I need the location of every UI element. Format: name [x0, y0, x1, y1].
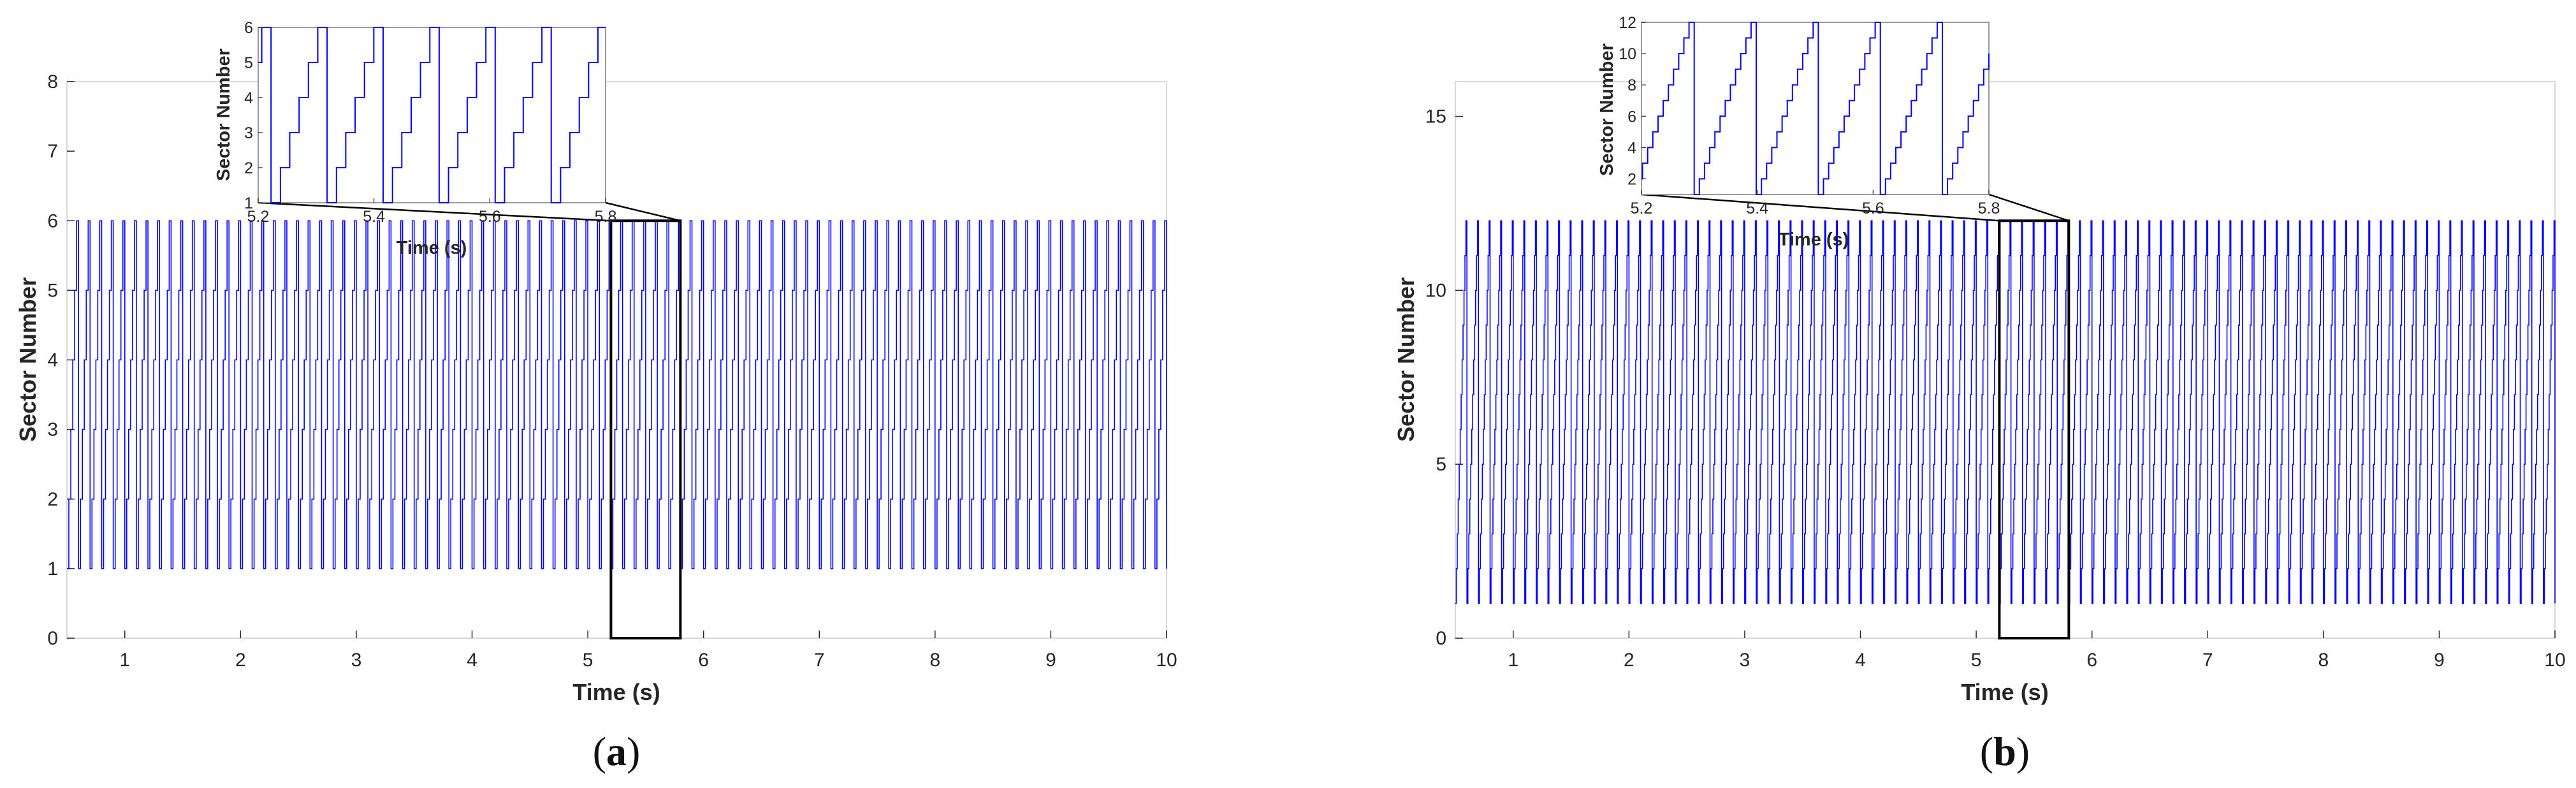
panel-a-inset-ylabel: Sector Number — [214, 48, 234, 181]
panel-a-inset-xlabel: Time (s) — [397, 238, 467, 258]
inset-y-tick-label: 4 — [244, 89, 253, 107]
inset-y-tick-label: 2 — [1627, 170, 1636, 188]
panel-a-inset-y-ticks: 1 2 3 4 5 6 — [244, 19, 263, 212]
y-tick-label: 0 — [47, 628, 58, 649]
panel-b-inset-xlabel: Time (s) — [1779, 230, 1849, 250]
panel-a-inset-plot-area — [258, 27, 606, 203]
x-tick-label: 3 — [1740, 650, 1750, 671]
panel-b-caption: (b) — [1980, 729, 2030, 774]
panel-b-zoom-box — [1998, 219, 2070, 639]
panel-a-inset: 1 2 3 4 5 6 5.2 5.4 5.6 5.8 Time (s) Sector Numb… — [214, 19, 616, 258]
panel-a-ylabel: Sector Number — [15, 277, 41, 442]
x-tick-label: 6 — [698, 650, 709, 671]
y-tick-label: 4 — [47, 350, 58, 371]
y-tick-label: 10 — [1425, 280, 1446, 301]
y-tick-label: 5 — [1436, 454, 1446, 475]
x-tick-label: 8 — [929, 650, 940, 671]
inset-y-tick-label: 10 — [1619, 45, 1636, 63]
inset-x-tick-label: 5.2 — [1631, 200, 1653, 217]
inset-y-tick-label: 6 — [1627, 108, 1636, 126]
panel-a-xlabel: Time (s) — [572, 679, 660, 705]
x-tick-label: 9 — [2434, 650, 2445, 671]
x-tick-label: 7 — [814, 650, 825, 671]
x-tick-label: 10 — [1156, 650, 1177, 671]
inset-y-tick-label: 5 — [244, 54, 253, 72]
panel-b-y-ticks: 0 5 10 15 — [1425, 106, 1463, 649]
panel-a-zoom-connector-right — [605, 201, 681, 222]
y-tick-label: 15 — [1425, 106, 1446, 128]
inset-y-tick-label: 6 — [244, 19, 253, 37]
x-tick-label: 7 — [2202, 650, 2213, 671]
x-tick-label: 2 — [235, 650, 246, 671]
panel-a-zoom-connector-left — [258, 201, 611, 222]
inset-y-tick-label: 4 — [1627, 139, 1636, 157]
panel-a: 0 1 2 3 4 5 6 7 8 1 2 3 4 5 6 7 8 9 10 Time (s) Sector Nu… — [15, 19, 1177, 774]
panel-b-zoom-connector-left — [1641, 193, 2000, 222]
y-tick-label: 2 — [47, 489, 58, 510]
panel-a-y-ticks: 0 1 2 3 4 5 6 7 8 — [47, 71, 75, 649]
x-tick-label: 5 — [1971, 650, 1982, 671]
inset-x-tick-label: 5.6 — [479, 208, 501, 226]
inset-x-tick-label: 5.8 — [1978, 200, 2000, 217]
y-tick-label: 0 — [1436, 628, 1446, 649]
panel-a-sector-signal — [67, 220, 1167, 569]
panel-b-inset-y-ticks: 2 4 6 8 10 12 — [1619, 14, 1646, 188]
panel-b-inset-sector-signal — [1641, 22, 1990, 195]
inset-x-tick-label: 5.6 — [1862, 200, 1884, 217]
y-tick-label: 5 — [47, 280, 58, 301]
panel-a-inset-sector-signal — [258, 27, 606, 203]
x-tick-label: 9 — [1045, 650, 1056, 671]
inset-y-tick-label: 8 — [1627, 77, 1636, 94]
x-tick-label: 4 — [467, 650, 477, 671]
x-tick-label: 1 — [1508, 650, 1518, 671]
x-tick-label: 8 — [2318, 650, 2329, 671]
x-tick-label: 4 — [1855, 650, 1866, 671]
inset-x-tick-label: 5.4 — [363, 208, 385, 226]
panel-a-caption: (a) — [593, 729, 641, 774]
x-tick-label: 10 — [2544, 650, 2565, 671]
inset-y-tick-label: 1 — [244, 194, 253, 212]
panel-b-plot-area — [1455, 81, 2556, 639]
x-tick-label: 6 — [2086, 650, 2097, 671]
inset-y-tick-label: 12 — [1619, 14, 1636, 32]
panel-b-zoom-connector-right — [1988, 193, 2069, 222]
panel-a-x-ticks: 1 2 3 4 5 6 7 8 9 10 — [119, 631, 1177, 671]
inset-y-tick-label: 2 — [244, 159, 253, 177]
panel-b-inset-x-ticks: 5.2 5.4 5.6 5.8 — [1631, 190, 2000, 217]
x-tick-label: 2 — [1624, 650, 1634, 671]
inset-x-tick-label: 5.2 — [247, 208, 270, 226]
panel-b-inset-ylabel: Sector Number — [1597, 43, 1617, 176]
panel-b-inset: 2 4 6 8 10 12 5.2 5.4 5.6 5.8 Time (s) Sector Nu… — [1597, 14, 2000, 250]
panel-b-sector-signal — [1455, 220, 2556, 604]
y-tick-label: 8 — [47, 71, 58, 92]
y-tick-label: 6 — [47, 210, 58, 231]
inset-x-tick-label: 5.4 — [1746, 200, 1768, 217]
panel-a-zoom-box — [609, 219, 682, 639]
inset-y-tick-label: 3 — [244, 124, 253, 142]
panel-b-x-ticks: 1 2 3 4 5 6 7 8 9 10 — [1508, 631, 2566, 671]
x-tick-label: 1 — [119, 650, 130, 671]
x-tick-label: 5 — [583, 650, 593, 671]
panel-a-inset-x-ticks: 5.2 5.4 5.6 5.8 — [247, 198, 617, 226]
inset-x-tick-label: 5.8 — [595, 208, 617, 226]
panel-b-inset-plot-area — [1641, 22, 1990, 195]
y-tick-label: 1 — [47, 558, 58, 580]
panel-b-ylabel: Sector Number — [1393, 277, 1419, 442]
panel-b-xlabel: Time (s) — [1961, 679, 2048, 705]
y-tick-label: 3 — [47, 420, 58, 441]
x-tick-label: 3 — [351, 650, 362, 671]
y-tick-label: 7 — [47, 141, 58, 162]
